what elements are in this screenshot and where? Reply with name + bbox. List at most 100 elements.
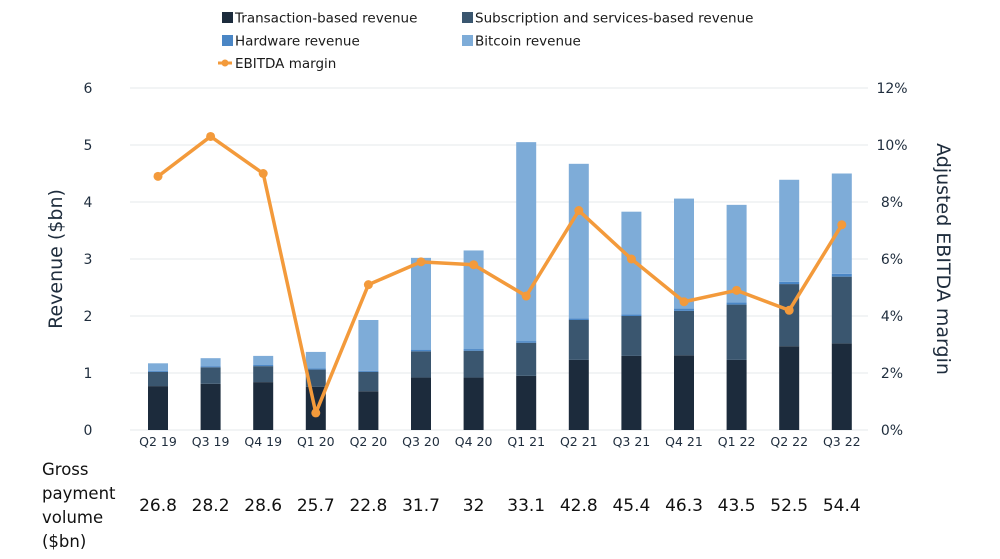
bar-hardware-revenue-q3-20: [411, 349, 431, 352]
ebitda-point-q3-21: [626, 254, 636, 264]
legend-label: Transaction-based revenue: [234, 11, 417, 27]
bar-subscription-and-services-based-revenue-q4-21: [674, 310, 694, 356]
ebitda-point-q1-22: [732, 285, 742, 295]
gpv-value: 46.3: [665, 496, 703, 516]
bar-subscription-and-services-based-revenue-q2-22: [779, 284, 800, 347]
gpv-value: 31.7: [402, 496, 440, 516]
x-tick-label: Q2 20: [350, 434, 388, 449]
ebitda-margin-line: [156, 134, 844, 415]
bar-bitcoin-revenue-q4-19: [253, 355, 274, 366]
bar-hardware-revenue-q1-20: [305, 368, 326, 370]
y-tick-label: 2: [84, 309, 93, 325]
legend-label: Bitcoin revenue: [475, 34, 581, 50]
y-tick-label: 3: [84, 252, 93, 268]
bar-bitcoin-revenue-q4-21: [674, 198, 694, 309]
bar-bitcoin-revenue-q2-21: [568, 163, 589, 319]
bar-hardware-revenue-q3-19: [200, 366, 221, 368]
bar-hardware-revenue-q2-20: [358, 370, 379, 372]
bar-subscription-and-services-based-revenue-q3-22: [831, 276, 852, 344]
gpv-value: 25.7: [297, 496, 335, 516]
gpv-label-line: volume: [42, 508, 103, 527]
y2-tick-label: 2%: [881, 366, 903, 382]
bar-subscription-and-services-based-revenue-q3-20: [411, 351, 431, 378]
gpv-value: 33.1: [507, 496, 545, 516]
bar-subscription-and-services-based-revenue-q1-22: [726, 304, 747, 360]
y2-tick-label: 12%: [876, 81, 907, 97]
bar-subscription-and-services-based-revenue-q2-21: [568, 319, 589, 360]
gpv-value: 45.4: [612, 496, 650, 516]
y-axis-title: Revenue ($bn): [45, 189, 67, 329]
gpv-value: 22.8: [349, 496, 387, 516]
y2-tick-label: 8%: [881, 195, 903, 211]
bar-transaction-based-revenue-q3-19: [200, 383, 221, 430]
bar-subscription-and-services-based-revenue-q2-20: [358, 371, 379, 392]
bar-hardware-revenue-q4-19: [253, 365, 274, 367]
bar-transaction-based-revenue-q1-22: [726, 359, 747, 430]
gpv-value: 28.6: [244, 496, 282, 516]
y2-tick-label: 10%: [876, 138, 907, 154]
legend-swatch: [222, 12, 233, 23]
bar-subscription-and-services-based-revenue-q3-19: [200, 367, 221, 384]
bar-bitcoin-revenue-q2-19: [148, 363, 168, 371]
x-tick-label: Q2 21: [560, 434, 598, 449]
gpv-value: 43.5: [718, 496, 756, 516]
legend-label: EBITDA margin: [235, 56, 336, 72]
bar-subscription-and-services-based-revenue-q4-19: [253, 366, 274, 383]
ebitda-point-q1-20: [311, 408, 321, 418]
ebitda-point-q3-22: [837, 220, 847, 230]
bar-bitcoin-revenue-q3-19: [200, 358, 221, 367]
ebitda-point-q2-21: [574, 206, 584, 216]
gpv-value: 32: [463, 496, 485, 516]
legend-label: Hardware revenue: [235, 34, 360, 50]
bar-transaction-based-revenue-q2-20: [358, 391, 379, 430]
legend-swatch: [222, 35, 233, 46]
legend-marker: [221, 59, 229, 67]
x-tick-label: Q2 22: [770, 434, 808, 449]
y2-tick-label: 0%: [881, 423, 903, 439]
x-tick-label: Q1 21: [507, 434, 545, 449]
legend-swatch: [462, 12, 473, 23]
y-tick-label: 4: [84, 195, 93, 211]
bar-hardware-revenue-q2-22: [779, 281, 800, 285]
ebitda-point-q1-21: [521, 291, 531, 301]
bar-transaction-based-revenue-q4-19: [253, 382, 274, 430]
bar-transaction-based-revenue-q4-20: [463, 377, 484, 430]
y2-tick-label: 4%: [881, 309, 903, 325]
ebitda-point-q2-19: [153, 171, 163, 181]
legend-swatch: [462, 35, 473, 46]
gpv-value: 26.8: [139, 496, 177, 516]
gpv-label-line: payment: [42, 484, 116, 503]
ebitda-point-q3-19: [206, 131, 216, 141]
bar-transaction-based-revenue-q3-21: [621, 355, 642, 430]
bar-hardware-revenue-q1-22: [726, 302, 747, 305]
gpv-label-line: Gross: [42, 460, 89, 479]
x-tick-label: Q2 19: [139, 434, 177, 449]
bar-bitcoin-revenue-q2-20: [358, 319, 379, 371]
gpv-value: 28.2: [192, 496, 230, 516]
bar-transaction-based-revenue-q2-21: [568, 359, 589, 430]
x-tick-label: Q3 22: [823, 434, 861, 449]
ebitda-point-q2-20: [363, 280, 373, 290]
bar-subscription-and-services-based-revenue-q3-21: [621, 316, 642, 356]
bar-bitcoin-revenue-q4-20: [463, 250, 484, 350]
bar-transaction-based-revenue-q2-22: [779, 346, 800, 430]
bar-hardware-revenue-q4-21: [674, 308, 694, 311]
bar-hardware-revenue-q4-20: [463, 349, 484, 351]
bar-hardware-revenue-q3-22: [831, 273, 852, 277]
bar-transaction-based-revenue-q3-20: [411, 377, 431, 430]
bar-transaction-based-revenue-q3-22: [831, 343, 852, 430]
bar-subscription-and-services-based-revenue-q4-20: [463, 350, 484, 378]
y-tick-label: 0: [84, 423, 93, 439]
x-tick-label: Q3 20: [402, 434, 440, 449]
bar-transaction-based-revenue-q1-21: [516, 375, 537, 430]
bar-bitcoin-revenue-q3-20: [411, 257, 431, 350]
ebitda-point-q4-20: [469, 260, 479, 270]
x-tick-label: Q3 19: [192, 434, 230, 449]
gpv-value: 52.5: [770, 496, 808, 516]
x-tick-label: Q3 21: [613, 434, 651, 449]
ebitda-point-q2-22: [784, 305, 794, 315]
x-tick-label: Q4 20: [455, 434, 493, 449]
x-tick-label: Q4 19: [244, 434, 282, 449]
bar-subscription-and-services-based-revenue-q1-21: [516, 342, 537, 376]
